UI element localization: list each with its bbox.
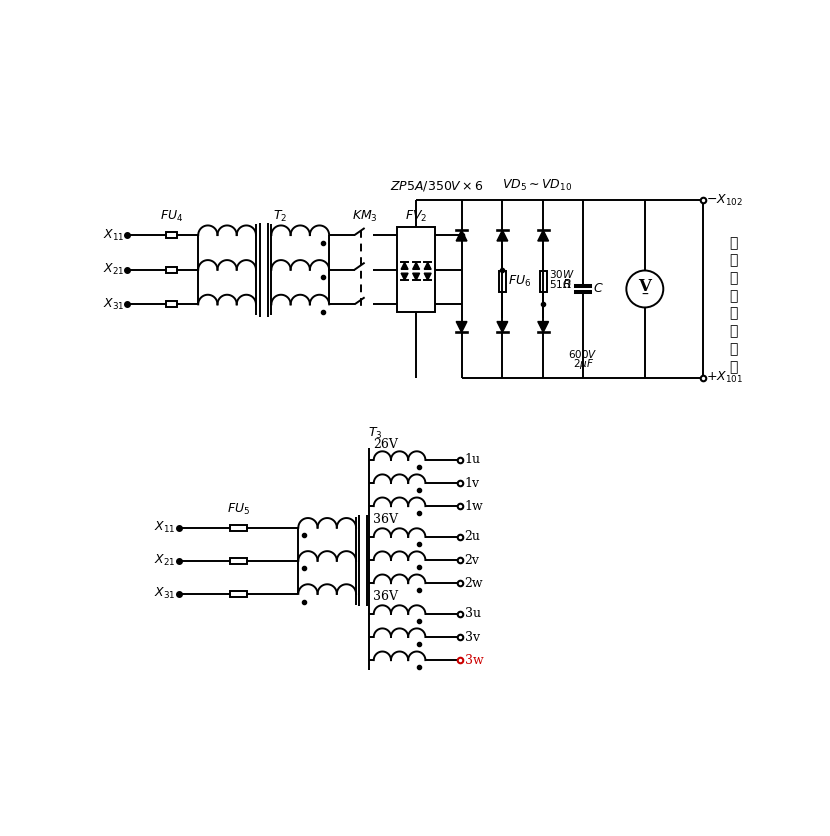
Text: $51\Omega$: $51\Omega$ — [549, 278, 571, 290]
Polygon shape — [457, 322, 467, 333]
Text: 励: 励 — [730, 342, 738, 356]
Text: $X_{31}$: $X_{31}$ — [103, 297, 124, 312]
Bar — [165, 301, 177, 308]
Text: $T_3$: $T_3$ — [369, 426, 383, 441]
Polygon shape — [401, 263, 408, 269]
Polygon shape — [538, 322, 549, 333]
Text: $FU_5$: $FU_5$ — [227, 502, 250, 517]
Text: $ZP5A/350V\times6$: $ZP5A/350V\times6$ — [390, 179, 484, 193]
Bar — [230, 558, 247, 563]
Text: 36V: 36V — [373, 590, 398, 603]
Polygon shape — [413, 263, 420, 269]
Text: $+X_{101}$: $+X_{101}$ — [706, 370, 744, 385]
Text: 36V: 36V — [373, 513, 398, 526]
Text: 2w: 2w — [465, 577, 483, 589]
Text: $-X_{102}$: $-X_{102}$ — [706, 193, 743, 208]
Polygon shape — [457, 230, 467, 241]
Text: $R$: $R$ — [562, 278, 571, 291]
Polygon shape — [497, 322, 508, 333]
Text: 26V: 26V — [373, 438, 398, 451]
Text: $FU_4$: $FU_4$ — [159, 208, 183, 223]
Text: $X_{11}$: $X_{11}$ — [103, 227, 124, 242]
Bar — [230, 591, 247, 597]
Text: $KM_3$: $KM_3$ — [353, 208, 378, 223]
Text: $T_2$: $T_2$ — [273, 208, 287, 223]
Text: 机: 机 — [730, 324, 738, 339]
Text: 2v: 2v — [465, 553, 480, 567]
Polygon shape — [424, 263, 431, 269]
Bar — [397, 227, 436, 312]
Bar — [540, 271, 547, 292]
Text: V: V — [638, 278, 652, 295]
Bar — [165, 267, 177, 273]
Text: 1w: 1w — [465, 500, 483, 512]
Polygon shape — [424, 273, 431, 280]
Text: 电: 电 — [730, 289, 738, 303]
Text: $X_{21}$: $X_{21}$ — [103, 263, 124, 278]
Text: 3v: 3v — [465, 630, 480, 644]
Text: $X_{21}$: $X_{21}$ — [154, 553, 176, 568]
Text: 动: 动 — [730, 307, 738, 321]
Polygon shape — [401, 273, 408, 280]
Text: $X_{11}$: $X_{11}$ — [154, 520, 176, 535]
Text: 1u: 1u — [465, 453, 481, 466]
Polygon shape — [538, 230, 549, 241]
Text: 磁: 磁 — [730, 359, 738, 374]
Bar — [165, 232, 177, 238]
Bar — [230, 525, 247, 531]
Text: 2u: 2u — [465, 530, 481, 543]
Text: $600V$: $600V$ — [569, 349, 598, 360]
Polygon shape — [413, 273, 420, 280]
Text: $C$: $C$ — [593, 283, 604, 295]
Text: $2\mu F$: $2\mu F$ — [573, 357, 594, 370]
Polygon shape — [497, 230, 508, 241]
Bar — [499, 271, 505, 292]
Text: $FU_6$: $FU_6$ — [508, 273, 531, 288]
Text: 3w: 3w — [465, 654, 483, 666]
Text: –: – — [642, 288, 648, 302]
Text: $30W$: $30W$ — [549, 268, 574, 280]
Text: 3u: 3u — [465, 608, 481, 620]
Text: 1v: 1v — [465, 477, 480, 490]
Text: $X_{31}$: $X_{31}$ — [154, 586, 176, 601]
Text: 直: 直 — [730, 253, 738, 268]
Text: 接: 接 — [730, 236, 738, 250]
Text: $FV_2$: $FV_2$ — [405, 208, 427, 223]
Text: $VD_5\sim VD_{10}$: $VD_5\sim VD_{10}$ — [502, 177, 572, 193]
Text: 流: 流 — [730, 271, 738, 285]
